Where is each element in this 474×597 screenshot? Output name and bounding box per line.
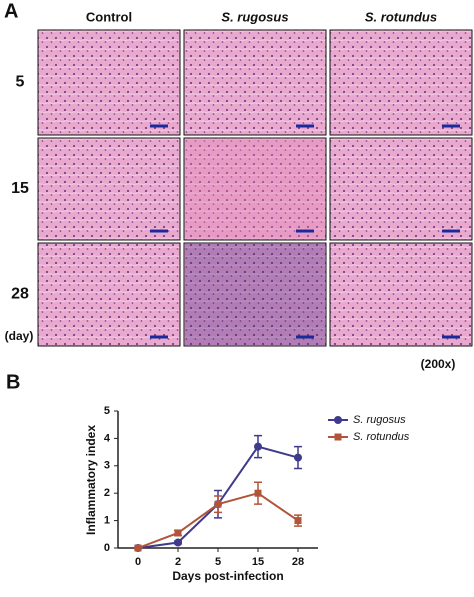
y-tick-label: 2 <box>104 487 110 499</box>
histology-tint <box>185 139 325 239</box>
magnification: (200x) <box>421 357 456 371</box>
y-tick-label: 5 <box>104 405 110 417</box>
marker <box>254 489 262 497</box>
y-tick-label: 4 <box>104 432 111 444</box>
column-header: Control <box>86 9 132 24</box>
row-label: 5 <box>16 74 25 91</box>
column-header: S. rugosus <box>221 9 288 24</box>
histology-image <box>37 242 181 347</box>
histology-image <box>329 29 473 136</box>
histology-image <box>37 137 181 241</box>
histology-image <box>183 137 327 241</box>
legend-marker <box>334 433 342 441</box>
x-tick-label: 0 <box>135 556 141 568</box>
x-axis-label: Days post-infection <box>172 569 283 583</box>
legend-label: S. rotundus <box>353 431 410 443</box>
x-tick-label: 15 <box>252 556 264 568</box>
histology-image <box>329 242 473 347</box>
row-label: 28 <box>11 286 29 303</box>
y-tick-label: 1 <box>104 515 110 527</box>
y-tick-label: 0 <box>104 542 110 554</box>
y-axis-label: Inflammatory index <box>84 425 98 535</box>
legend-marker <box>334 416 342 424</box>
marker <box>254 442 262 451</box>
histology-image <box>37 29 181 136</box>
x-tick-label: 2 <box>175 556 181 568</box>
marker <box>214 500 222 508</box>
marker <box>174 538 182 547</box>
marker <box>174 529 182 537</box>
marker <box>134 544 142 552</box>
panel-label: B <box>6 371 20 393</box>
y-tick-label: 3 <box>104 460 110 472</box>
panel-label: A <box>4 0 18 22</box>
histology-image <box>183 242 327 347</box>
marker <box>294 517 302 525</box>
histology-tint <box>185 244 325 345</box>
row-unit: (day) <box>5 329 34 343</box>
histology-image <box>183 29 327 136</box>
marker <box>294 453 302 462</box>
histology-image <box>329 137 473 241</box>
row-label: 15 <box>11 180 29 197</box>
x-tick-label: 28 <box>292 556 304 568</box>
column-header: S. rotundus <box>365 9 437 24</box>
legend-label: S. rugosus <box>353 414 406 426</box>
x-tick-label: 5 <box>215 556 221 568</box>
